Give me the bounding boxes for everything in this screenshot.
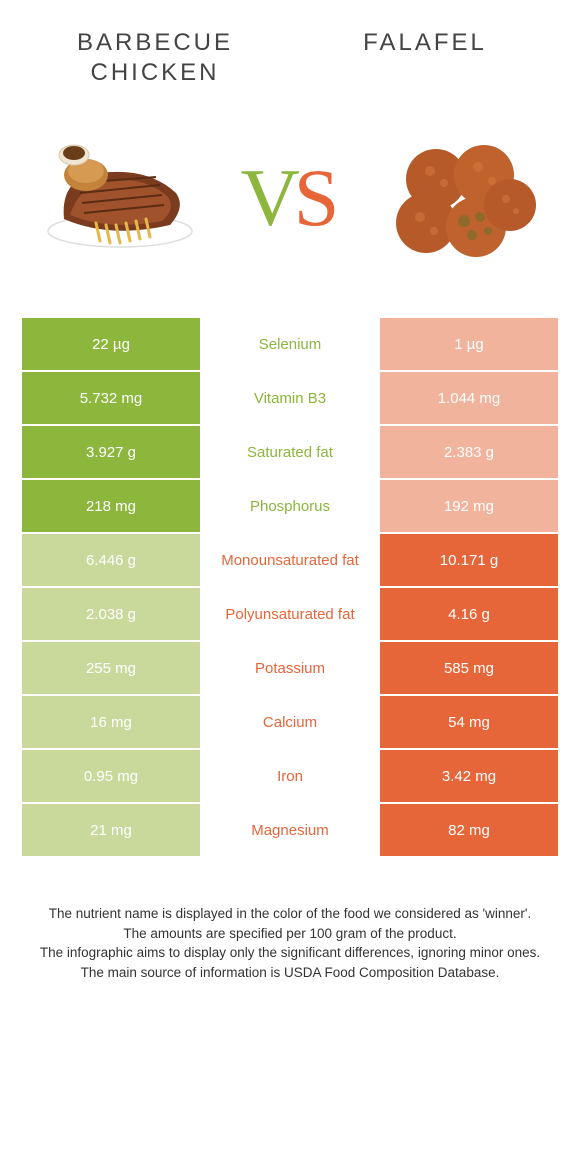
value-left: 21 mg bbox=[22, 804, 200, 856]
food-image-right bbox=[380, 123, 540, 273]
footer-line: The nutrient name is displayed in the co… bbox=[28, 904, 552, 924]
table-row: 5.732 mgVitamin B31.044 mg bbox=[22, 372, 558, 424]
value-right: 1 µg bbox=[380, 318, 558, 370]
value-right: 3.42 mg bbox=[380, 750, 558, 802]
table-row: 16 mgCalcium54 mg bbox=[22, 696, 558, 748]
value-left: 255 mg bbox=[22, 642, 200, 694]
footer-line: The amounts are specified per 100 gram o… bbox=[28, 924, 552, 944]
value-left: 218 mg bbox=[22, 480, 200, 532]
value-left: 6.446 g bbox=[22, 534, 200, 586]
footer-line: The main source of information is USDA F… bbox=[28, 963, 552, 983]
footer-line: The infographic aims to display only the… bbox=[28, 943, 552, 963]
nutrient-name: Phosphorus bbox=[200, 480, 380, 532]
value-right: 585 mg bbox=[380, 642, 558, 694]
value-right: 54 mg bbox=[380, 696, 558, 748]
value-left: 2.038 g bbox=[22, 588, 200, 640]
table-row: 6.446 gMonounsaturated fat10.171 g bbox=[22, 534, 558, 586]
value-right: 4.16 g bbox=[380, 588, 558, 640]
nutrient-name: Iron bbox=[200, 750, 380, 802]
table-row: 218 mgPhosphorus192 mg bbox=[22, 480, 558, 532]
table-row: 0.95 mgIron3.42 mg bbox=[22, 750, 558, 802]
food-title-left: Barbecue chicken bbox=[20, 28, 290, 88]
nutrient-name: Saturated fat bbox=[200, 426, 380, 478]
value-right: 192 mg bbox=[380, 480, 558, 532]
value-right: 1.044 mg bbox=[380, 372, 558, 424]
nutrient-name: Potassium bbox=[200, 642, 380, 694]
value-left: 5.732 mg bbox=[22, 372, 200, 424]
nutrient-name: Selenium bbox=[200, 318, 380, 370]
value-left: 22 µg bbox=[22, 318, 200, 370]
header: Barbecue chicken Falafel bbox=[0, 0, 580, 88]
vs-v: V bbox=[241, 151, 300, 245]
footer-notes: The nutrient name is displayed in the co… bbox=[28, 904, 552, 982]
value-left: 3.927 g bbox=[22, 426, 200, 478]
table-row: 255 mgPotassium585 mg bbox=[22, 642, 558, 694]
nutrient-name: Calcium bbox=[200, 696, 380, 748]
table-row: 2.038 gPolyunsaturated fat4.16 g bbox=[22, 588, 558, 640]
value-left: 0.95 mg bbox=[22, 750, 200, 802]
nutrient-name: Vitamin B3 bbox=[200, 372, 380, 424]
food-title-right: Falafel bbox=[290, 28, 560, 58]
nutrient-name: Polyunsaturated fat bbox=[200, 588, 380, 640]
nutrient-table: 22 µgSelenium1 µg5.732 mgVitamin B31.044… bbox=[22, 318, 558, 856]
value-right: 82 mg bbox=[380, 804, 558, 856]
table-row: 21 mgMagnesium82 mg bbox=[22, 804, 558, 856]
images-row: V S bbox=[0, 88, 580, 298]
nutrient-name: Monounsaturated fat bbox=[200, 534, 380, 586]
table-row: 22 µgSelenium1 µg bbox=[22, 318, 558, 370]
table-row: 3.927 gSaturated fat2.383 g bbox=[22, 426, 558, 478]
nutrient-name: Magnesium bbox=[200, 804, 380, 856]
vs-s: S bbox=[294, 151, 340, 245]
vs-label: V S bbox=[241, 151, 340, 245]
value-right: 2.383 g bbox=[380, 426, 558, 478]
food-image-left bbox=[40, 123, 200, 273]
value-left: 16 mg bbox=[22, 696, 200, 748]
value-right: 10.171 g bbox=[380, 534, 558, 586]
